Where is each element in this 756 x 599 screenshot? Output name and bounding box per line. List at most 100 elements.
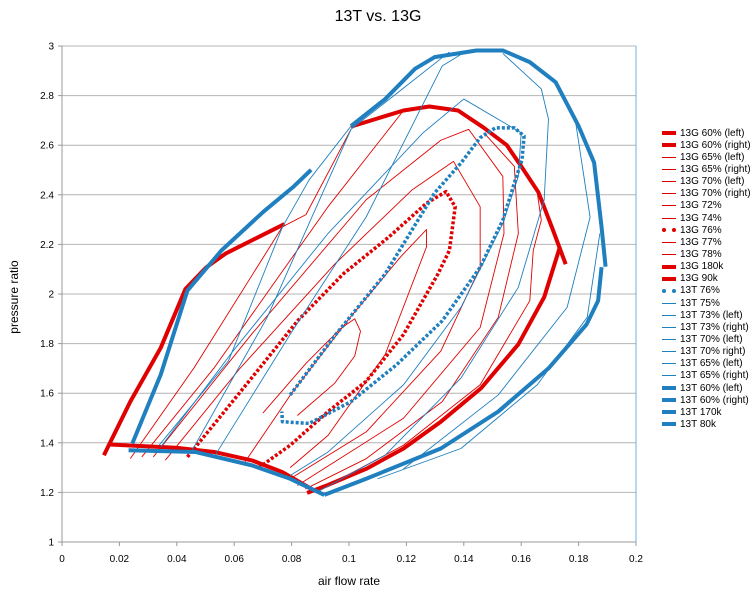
legend: 13G 60% (left) 13G 60% (right) 13G 65% (le…	[662, 127, 751, 431]
y-tick-label: 2.8	[40, 91, 54, 102]
series-13g-60-right	[109, 442, 314, 492]
series-13t-170k	[349, 48, 608, 267]
legend-item: 13T 60% (left)	[662, 382, 751, 394]
legend-swatch	[662, 143, 676, 148]
legend-swatch	[662, 386, 676, 391]
series-13t-73-left	[190, 51, 450, 453]
legend-label: 13G 70% (right)	[680, 188, 751, 200]
legend-swatch	[662, 217, 676, 219]
series-13g-76	[186, 189, 457, 471]
legend-item: 13T 70% right)	[662, 346, 751, 358]
legend-item: 13T 73% (left)	[662, 309, 751, 321]
x-tick-label: 0.2	[629, 554, 643, 565]
y-tick-label: 1.8	[40, 339, 54, 350]
legend-item: 13T 65% (left)	[662, 358, 751, 370]
series-13g-65-left	[141, 110, 404, 458]
legend-swatch	[662, 156, 676, 158]
legend-swatch	[662, 181, 676, 183]
series-13t-76	[280, 126, 526, 426]
legend-swatch	[662, 410, 676, 415]
legend-swatch	[662, 351, 676, 353]
x-tick-label: 0.08	[282, 554, 302, 565]
legend-item: 13G 60% (left)	[662, 127, 751, 139]
legend-label: 13T 70% right)	[680, 346, 746, 358]
series-13g-60-left	[102, 222, 286, 457]
series-13g-180k	[350, 104, 568, 265]
legend-label: 13G 77%	[680, 236, 722, 248]
chart-title: 13T vs. 13G	[334, 8, 422, 25]
legend-swatch	[662, 302, 676, 304]
x-tick-label: 0.16	[511, 554, 531, 565]
legend-item: 13G 180k	[662, 261, 751, 273]
legend-swatch	[662, 276, 676, 281]
legend-swatch	[662, 422, 676, 427]
x-tick-label: 0.06	[224, 554, 244, 565]
legend-item: 13G 65% (left)	[662, 151, 751, 163]
legend-swatch	[662, 168, 676, 170]
legend-swatch	[662, 314, 676, 316]
legend-swatch	[662, 398, 676, 403]
legend-item: 13G 65% (right)	[662, 163, 751, 175]
legend-item: 13G 70% (right)	[662, 188, 751, 200]
series-13t-60-right	[128, 448, 326, 497]
legend-item: 13G 74%	[662, 212, 751, 224]
legend-label: 13G 65% (left)	[680, 151, 745, 163]
series-13t-73-right	[316, 53, 549, 493]
legend-swatch	[662, 288, 676, 293]
y-tick-label: 1.4	[40, 438, 54, 449]
legend-swatch	[662, 205, 676, 207]
series-13t-80k	[323, 267, 604, 497]
x-tick-label: 0.14	[454, 554, 474, 565]
series-13t-70-left	[158, 125, 352, 446]
legend-label: 13T 65% (left)	[680, 358, 743, 370]
legend-label: 13G 76%	[680, 224, 722, 236]
legend-item: 13G 90k	[662, 273, 751, 285]
y-tick-label: 2	[48, 290, 54, 301]
series-13t-60-left	[130, 168, 313, 445]
legend-label: 13T 65% (right)	[680, 370, 749, 382]
y-tick-label: 2.4	[40, 190, 54, 201]
x-tick-label: 0.18	[569, 554, 589, 565]
series-13g-70-right	[305, 132, 519, 490]
legend-item: 13T 170k	[662, 406, 751, 418]
legend-item: 13G 77%	[662, 236, 751, 248]
x-tick-label: 0.12	[397, 554, 417, 565]
legend-swatch	[662, 253, 676, 255]
legend-label: 13T 170k	[680, 406, 722, 418]
y-tick-label: 3	[48, 42, 54, 53]
legend-swatch	[662, 228, 676, 233]
legend-label: 13G 70% (left)	[680, 176, 745, 188]
legend-item: 13G 70% (left)	[662, 176, 751, 188]
y-tick-label: 1.6	[40, 389, 54, 400]
legend-item: 13T 70% (left)	[662, 333, 751, 345]
legend-item: 13G 76%	[662, 224, 751, 236]
legend-label: 13T 60% (left)	[680, 382, 743, 394]
x-axis-label: air flow rate	[317, 574, 381, 588]
series-13g-72	[152, 128, 505, 486]
series-13g-77	[244, 229, 427, 468]
legend-label: 13G 60% (right)	[680, 139, 751, 151]
y-tick-label: 2.6	[40, 141, 54, 152]
legend-label: 13T 73% (right)	[680, 321, 749, 333]
legend-label: 13G 180k	[680, 261, 724, 273]
x-tick-label: 0	[59, 554, 65, 565]
legend-label: 13T 75%	[680, 297, 720, 309]
series-13t-75	[160, 98, 522, 476]
legend-swatch	[662, 193, 676, 195]
legend-swatch	[662, 338, 676, 340]
series-13g-65-right	[327, 192, 542, 486]
x-tick-label: 0.04	[167, 554, 187, 565]
x-tick-label: 0.1	[342, 554, 356, 565]
legend-label: 13G 72%	[680, 200, 722, 212]
series-13t-65-left	[213, 51, 466, 458]
y-tick-label: 2.2	[40, 240, 54, 251]
legend-swatch	[662, 241, 676, 243]
legend-label: 13G 60% (left)	[680, 127, 745, 139]
legend-item: 13T 75%	[662, 297, 751, 309]
legend-item: 13T 60% (right)	[662, 394, 751, 406]
legend-label: 13G 65% (right)	[680, 163, 751, 175]
legend-swatch	[662, 375, 676, 377]
legend-item: 13T 73% (right)	[662, 321, 751, 333]
